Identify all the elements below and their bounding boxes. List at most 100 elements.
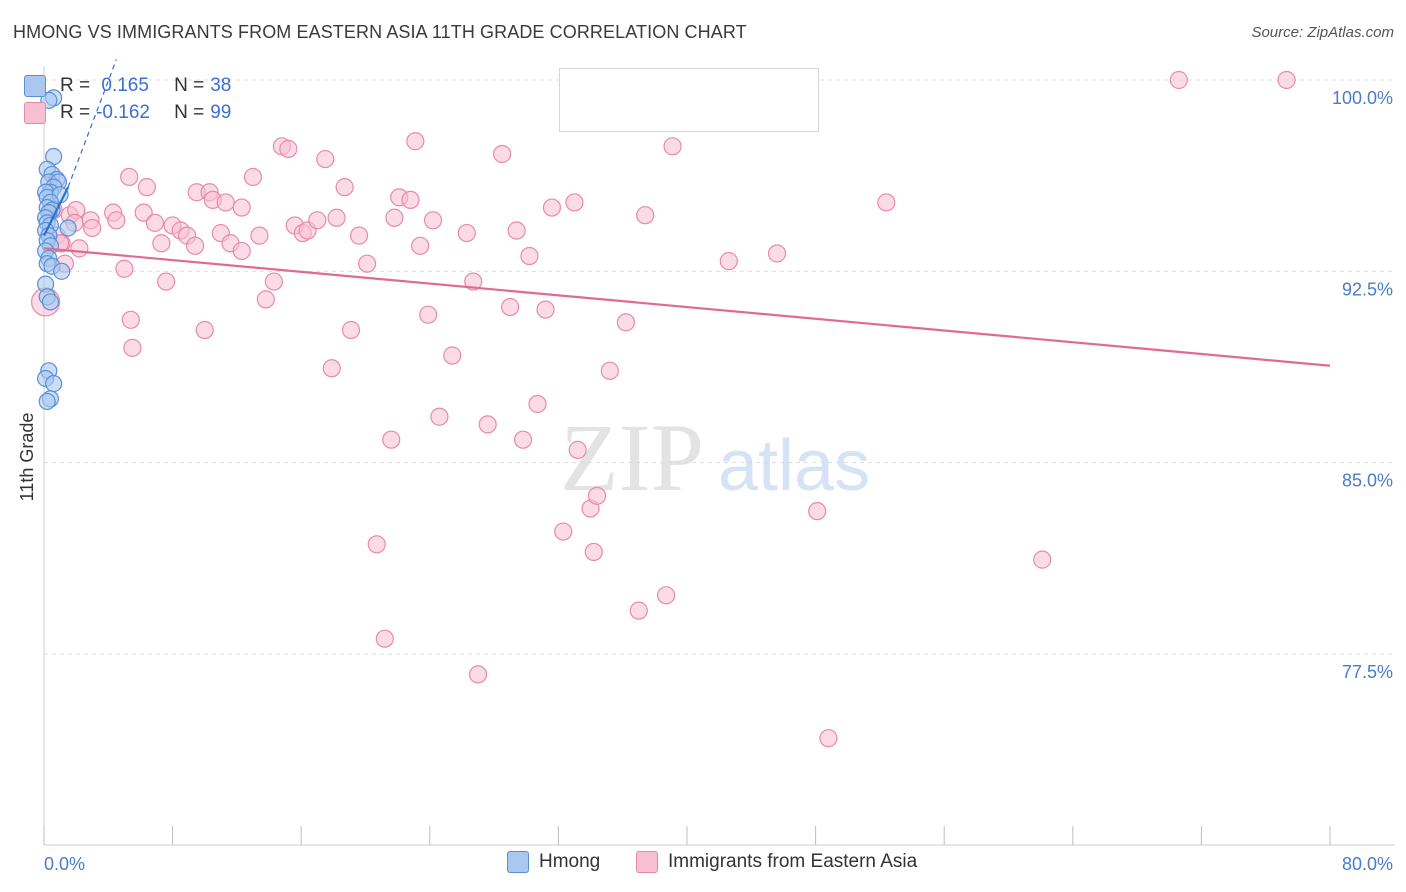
n-value: 99 [210, 102, 232, 123]
r-value: -0.162 [96, 102, 150, 123]
hmong-point [41, 293, 60, 311]
eastern-asia-point [358, 254, 377, 273]
eastern-asia-point [600, 361, 619, 380]
n-value: 38 [210, 75, 232, 96]
eastern-asia-point [507, 221, 526, 240]
hmong-point [38, 392, 56, 411]
eastern-asia-point [264, 272, 283, 291]
eastern-asia-point [152, 234, 171, 253]
eastern-asia-point [528, 394, 547, 414]
eastern-asia-point [1169, 70, 1188, 90]
eastern-asia-point [542, 198, 562, 217]
legend-row-hmong: R = 0.165 N = 38 [24, 74, 231, 98]
eastern-asia-point [385, 208, 404, 227]
eastern-asia-point [349, 226, 369, 245]
legend-row-eastern-asia: R = -0.162 N = 99 [24, 101, 231, 125]
eastern-asia-point [250, 226, 269, 245]
eastern-asia-point [367, 535, 386, 554]
r-label: R = [60, 75, 91, 96]
eastern-asia-point [279, 139, 298, 158]
eastern-asia-point [195, 320, 214, 340]
x-tick-label-min: 0.0% [44, 854, 85, 874]
eastern-asia-point [137, 178, 156, 197]
eastern-asia-point [587, 486, 607, 505]
eastern-asia-point [616, 313, 636, 332]
eastern-asia-point [657, 586, 676, 605]
eastern-asia-point [819, 729, 838, 748]
eastern-asia-point [232, 241, 251, 261]
eastern-asia-point [327, 208, 346, 227]
eastern-asia-point [423, 211, 443, 230]
n-label: N = [174, 75, 205, 96]
eastern-asia-point [107, 211, 126, 230]
eastern-asia-point [123, 338, 142, 357]
eastern-asia-point [554, 522, 573, 541]
legend-item-eastern-asia: Immigrants from Eastern Asia [636, 851, 917, 873]
eastern-asia-point [536, 300, 555, 319]
eastern-asia-point [568, 440, 587, 460]
eastern-asia-point [232, 198, 251, 217]
eastern-asia-point [493, 144, 512, 164]
eastern-asia-point [83, 218, 102, 238]
y-tick-label: 85.0% [1342, 471, 1393, 491]
n-label: N = [174, 102, 205, 123]
hmong-trendline [43, 186, 70, 237]
eastern-asia-point [186, 236, 205, 255]
legend-label-hmong: Hmong [539, 851, 601, 872]
eastern-asia-point [457, 223, 476, 243]
gridlines [44, 79, 1395, 655]
watermark-atlas: atlas [718, 426, 870, 506]
eastern-asia-point [584, 542, 603, 562]
eastern-asia-point [464, 272, 483, 291]
eastern-asia-point [134, 203, 153, 222]
eastern-asia-point [335, 178, 354, 197]
hmong-trendline-extension [67, 59, 117, 188]
eastern-asia-point [121, 310, 140, 329]
eastern-asia-point [157, 272, 176, 291]
eastern-asia-point [411, 236, 430, 255]
eastern-asia-point [115, 259, 134, 278]
eastern-asia-point [767, 244, 787, 263]
hmong-point [59, 219, 77, 237]
hmong-point [45, 374, 63, 393]
y-tick-label: 100.0% [1332, 88, 1393, 108]
eastern-asia-point [1033, 550, 1052, 569]
eastern-asia-point [341, 320, 361, 340]
correlation-legend [559, 68, 819, 132]
x-tick-label-max: 80.0% [1342, 854, 1393, 874]
eastern-asia-point [501, 297, 520, 317]
y-tick-label: 92.5% [1342, 279, 1393, 299]
eastern-asia-point [401, 190, 420, 210]
eastern-asia-point [430, 407, 449, 426]
legend-item-hmong: Hmong [507, 851, 600, 873]
hmong-swatch [507, 851, 529, 873]
eastern-asia-point [636, 206, 655, 225]
eastern-asia-point [216, 193, 235, 212]
eastern-asia-point [419, 305, 438, 324]
y-axis-title: 11th Grade [17, 413, 37, 502]
chart-title: HMONG VS IMMIGRANTS FROM EASTERN ASIA 11… [13, 22, 747, 42]
eastern-asia-point [256, 290, 275, 309]
eastern-asia-swatch [24, 102, 46, 124]
eastern-asia-point [406, 132, 425, 151]
trendlines [43, 59, 1331, 367]
axis-labels: 77.5% 85.0% 92.5% 100.0% 0.0% 80.0% 11th Grade [17, 88, 1393, 874]
r-label: R = [60, 102, 91, 123]
eastern-asia-point [565, 193, 584, 212]
y-tick-label: 77.5% [1342, 662, 1393, 682]
watermark: ZIP atlas [560, 404, 870, 511]
eastern-asia-point [468, 665, 488, 684]
eastern-asia-point [808, 502, 827, 521]
eastern-asia-point [520, 246, 539, 266]
eastern-asia-trendline [43, 247, 1331, 367]
hmong-swatch [24, 75, 46, 97]
eastern-asia-point [478, 415, 497, 434]
eastern-asia-point [243, 167, 263, 187]
eastern-asia-point [443, 346, 462, 365]
eastern-asia-point [877, 193, 896, 212]
r-value: 0.165 [96, 75, 149, 96]
legend-label-eastern-asia: Immigrants from Eastern Asia [668, 851, 918, 872]
eastern-asia-point [120, 167, 139, 187]
watermark-zip: ZIP [560, 404, 704, 511]
